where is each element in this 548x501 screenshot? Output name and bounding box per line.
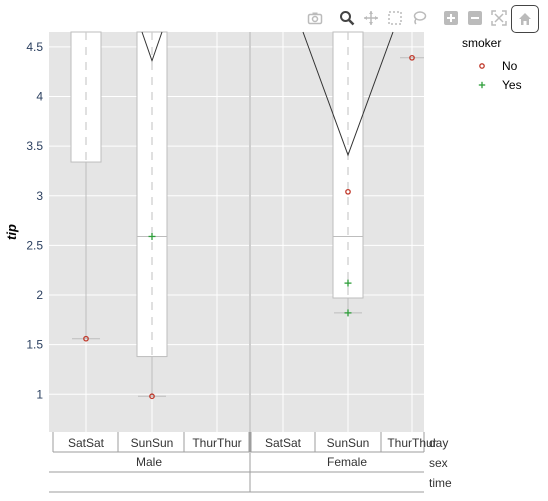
y-tick-label: 2 [36,288,43,302]
y-tick-label: 2.5 [26,238,43,252]
facet-sex-label: Female [327,455,367,469]
legend-item-label: Yes [502,77,522,92]
point-no [409,54,415,61]
facet-day-label: SunSun [131,436,174,450]
legend-title: smoker [462,36,502,50]
facet-day-label: SatSat [265,436,302,450]
y-axis-title: tip [4,224,19,240]
legend-item-no[interactable]: No [462,56,522,75]
facet-day-label: SunSun [327,436,370,450]
legend: smoker No Yes [462,36,522,94]
facet-row-label: sex [429,456,448,470]
point-no [345,188,351,195]
y-tick-label: 4 [36,90,43,104]
circle-marker-icon [462,61,502,71]
zoom-icon[interactable] [337,8,357,28]
lasso-select-icon[interactable] [409,8,429,28]
trend-line [302,31,394,157]
zoom-out-icon[interactable] [465,8,485,28]
zoom-in-icon[interactable] [441,8,461,28]
facet-sex-label: Male [136,455,162,469]
y-tick-label: 4.5 [26,40,43,54]
y-tick-label: 3.5 [26,139,43,153]
facet-row-label: time [429,476,452,490]
pan-icon[interactable] [361,8,381,28]
facet-day-label: ThurThur [387,436,436,450]
facet-row-label: day [429,436,448,450]
autoscale-icon[interactable] [489,8,509,28]
box [332,31,364,299]
legend-item-yes[interactable]: Yes [462,75,522,94]
y-tick-label: 1 [36,387,43,401]
box-select-icon[interactable] [385,8,405,28]
facet-day-label: SatSat [68,436,105,450]
point-no [83,335,89,342]
y-tick-label: 1.5 [26,338,43,352]
legend-item-label: No [502,58,518,73]
cross-marker-icon [462,80,502,90]
home-icon[interactable] [511,5,539,33]
facet-day-label: ThurThur [192,436,241,450]
y-tick-label: 3 [36,189,43,203]
point-no [149,393,155,400]
trend-line [141,31,163,63]
camera-icon[interactable] [305,8,325,28]
